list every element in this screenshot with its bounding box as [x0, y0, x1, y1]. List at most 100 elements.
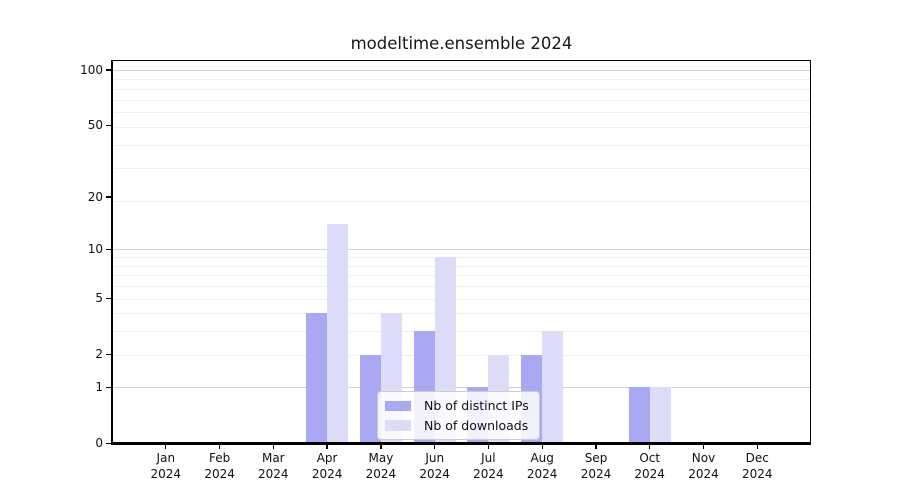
legend-label-downloads: Nb of downloads — [424, 417, 529, 433]
x-tick-label-line: 2024 — [311, 466, 343, 481]
bar-nb-of-downloads-apr-2024 — [327, 224, 349, 443]
x-tick-label-line: Jun — [425, 451, 445, 465]
y-tick-mark-1 — [105, 386, 112, 389]
gridline-major-10 — [113, 249, 810, 251]
y-tick-mark-5 — [105, 297, 112, 300]
x-tick-label-line: Sep — [584, 451, 608, 465]
gridline-minor-69 — [113, 99, 810, 101]
x-tick-label-mar-2024: Mar 2024 — [243, 451, 303, 482]
x-tick-mark-may-2024 — [380, 444, 382, 450]
x-tick-label-line: 2024 — [204, 466, 235, 481]
x-tick-label-line: May — [368, 451, 394, 465]
x-tick-label-line: Aug — [530, 451, 554, 465]
x-tick-label-line: Feb — [208, 451, 231, 465]
gridline-major-1 — [113, 387, 810, 389]
x-tick-mark-jan-2024 — [165, 444, 167, 450]
gridline-minor-4 — [113, 313, 810, 315]
y-tick-label-5: 5 — [95, 291, 103, 305]
y-tick-label-100: 100 — [80, 62, 103, 77]
x-tick-label-line: Oct — [639, 451, 661, 465]
gridline-minor-7 — [113, 275, 810, 277]
legend-label-distinct-ips: Nb of distinct IPs — [424, 398, 529, 414]
gridline-major-100 — [113, 70, 810, 71]
x-tick-label-line: Jul — [481, 451, 496, 465]
x-tick-label-line: Dec — [745, 451, 769, 465]
legend-row-distinct-ips: Nb of distinct IPs — [385, 396, 529, 416]
y-tick-label-20: 20 — [87, 189, 103, 204]
x-tick-label-line: Mar — [261, 451, 285, 465]
legend-swatch-distinct-ips-icon — [385, 400, 411, 411]
y-tick-label-0: 0 — [95, 436, 103, 450]
x-tick-mark-apr-2024 — [326, 444, 328, 450]
x-tick-label-feb-2024: Feb 2024 — [190, 451, 250, 482]
x-tick-mark-dec-2024 — [756, 444, 758, 450]
axis-spine-bottom — [111, 442, 812, 445]
gridline-minor-2 — [113, 354, 810, 356]
x-tick-label-jun-2024: Jun 2024 — [405, 451, 465, 482]
x-tick-label-line: 2024 — [688, 466, 719, 481]
x-tick-label-line: 2024 — [473, 466, 504, 481]
x-tick-label-may-2024: May 2024 — [351, 451, 411, 482]
chart-title: modeltime.ensemble 2024 — [350, 34, 573, 53]
x-tick-mark-oct-2024 — [649, 444, 651, 450]
legend-swatch-downloads-icon — [385, 420, 411, 431]
x-tick-mark-nov-2024 — [702, 444, 705, 450]
x-tick-label-line: 2024 — [742, 466, 773, 481]
x-tick-mark-aug-2024 — [541, 444, 543, 450]
x-tick-label-line: Nov — [691, 451, 716, 465]
x-tick-label-line: Apr — [316, 451, 338, 465]
gridline-minor-89 — [113, 79, 810, 81]
bar-nb-of-distinct-ips-apr-2024 — [306, 313, 328, 443]
x-tick-label-sep-2024: Sep 2024 — [566, 451, 626, 482]
x-tick-mark-feb-2024 — [218, 444, 221, 450]
x-tick-label-line: 2024 — [150, 466, 182, 481]
x-tick-label-jan-2024: Jan 2024 — [136, 451, 196, 482]
x-tick-label-jul-2024: Jul 2024 — [458, 451, 518, 482]
axis-spine-right — [809, 59, 812, 445]
y-tick-mark-10 — [105, 248, 112, 251]
plot-area — [113, 60, 810, 443]
x-tick-label-line: 2024 — [258, 466, 289, 481]
legend: Nb of distinct IPs Nb of downloads — [377, 391, 540, 440]
bar-nb-of-downloads-oct-2024 — [649, 387, 671, 443]
x-tick-label-line: 2024 — [634, 466, 665, 481]
x-tick-label-nov-2024: Nov 2024 — [674, 451, 734, 482]
gridline-minor-9 — [113, 257, 810, 259]
y-tick-mark-20 — [105, 196, 112, 198]
gridline-minor-5 — [113, 298, 810, 300]
x-tick-label-line: 2024 — [419, 466, 450, 481]
axis-spine-left — [111, 59, 114, 445]
x-tick-mark-jun-2024 — [434, 444, 436, 450]
y-tick-mark-2 — [105, 353, 112, 356]
x-tick-label-line: 2024 — [365, 466, 397, 481]
bar-nb-of-downloads-aug-2024 — [542, 331, 564, 443]
gridline-minor-19 — [113, 201, 810, 203]
y-tick-label-50: 50 — [87, 117, 103, 132]
gridline-minor-29 — [113, 168, 810, 170]
y-tick-mark-100 — [105, 69, 112, 71]
x-tick-mark-sep-2024 — [595, 444, 597, 450]
x-tick-label-oct-2024: Oct 2024 — [620, 451, 680, 482]
x-tick-label-apr-2024: Apr 2024 — [297, 451, 357, 482]
y-tick-label-1: 1 — [95, 379, 103, 394]
bar-nb-of-distinct-ips-oct-2024 — [628, 387, 650, 443]
gridline-minor-49 — [113, 126, 810, 128]
x-tick-label-line: 2024 — [580, 466, 612, 481]
axis-spine-top — [111, 59, 812, 62]
gridline-minor-6 — [113, 286, 810, 287]
y-tick-label-2: 2 — [95, 347, 103, 362]
gridline-minor-39 — [113, 145, 810, 146]
gridline-minor-79 — [113, 88, 810, 90]
legend-row-downloads: Nb of downloads — [385, 416, 529, 436]
gridline-minor-8 — [113, 265, 810, 267]
x-tick-mark-mar-2024 — [272, 444, 274, 450]
x-tick-mark-jul-2024 — [487, 444, 490, 450]
x-tick-label-dec-2024: Dec 2024 — [727, 451, 787, 482]
gridline-minor-59 — [113, 112, 810, 114]
y-tick-label-10: 10 — [87, 241, 103, 256]
x-tick-label-line: Jan — [156, 451, 176, 465]
bar-nb-of-distinct-ips-may-2024 — [359, 354, 381, 443]
x-tick-label-aug-2024: Aug 2024 — [512, 451, 572, 482]
x-tick-label-line: 2024 — [526, 466, 558, 481]
